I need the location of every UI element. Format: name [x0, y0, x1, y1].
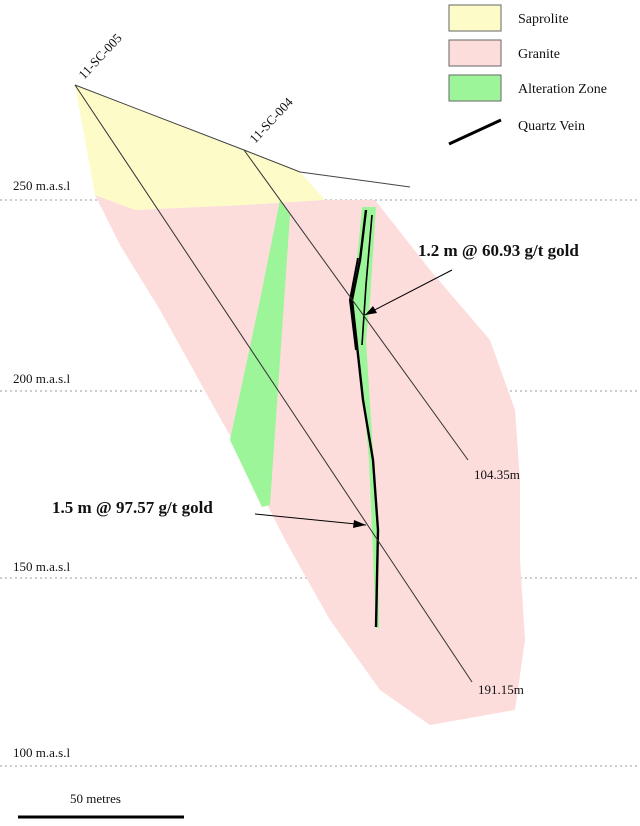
intercept-arrowhead-1 — [365, 306, 377, 315]
legend-swatch-alteration — [448, 74, 502, 102]
alteration-zone-vein — [351, 207, 379, 628]
drill-trace-11-sc-004 — [243, 149, 469, 461]
legend-label-granite: Granite — [518, 47, 560, 62]
drillhole-label-005: 11-SC-005 — [75, 30, 125, 82]
quartz-vein-splay-2 — [361, 214, 373, 346]
alteration-zone-west — [230, 200, 290, 507]
intercept-arrow-1 — [364, 269, 453, 316]
drillhole-label-004: 11-SC-004 — [246, 94, 296, 146]
end-depth-005: 191.15m — [478, 682, 524, 697]
end-depth-004: 104.35m — [474, 467, 520, 482]
topographic-surface — [74, 84, 411, 188]
legend-label-quartz-vein: Quartz Vein — [518, 119, 585, 134]
intercept-arrow-2 — [254, 513, 367, 526]
level-label-200: 200 m.a.s.l — [13, 371, 70, 386]
intercept-arrowhead-2 — [353, 520, 366, 528]
quartz-vein-main — [350, 209, 380, 628]
quartz-vein-splay-1 — [348, 257, 359, 351]
intercept-callout-2: 1.5 m @ 97.57 g/t gold — [52, 498, 213, 517]
level-label-250: 250 m.a.s.l — [13, 178, 70, 193]
granite-body — [95, 195, 525, 725]
drill-trace-11-sc-005 — [74, 84, 473, 683]
scale-bar-label: 50 metres — [70, 791, 121, 806]
level-label-100: 100 m.a.s.l — [13, 745, 70, 760]
legend-label-saprolite: Saprolite — [518, 12, 569, 27]
legend-label-alteration: Alteration Zone — [518, 82, 607, 97]
legend-swatch-quartz-vein — [448, 118, 502, 146]
legend-swatch-saprolite — [448, 4, 502, 32]
level-label-150: 150 m.a.s.l — [13, 559, 70, 574]
legend-swatch-granite — [448, 39, 502, 67]
intercept-callout-1: 1.2 m @ 60.93 g/t gold — [418, 241, 579, 260]
